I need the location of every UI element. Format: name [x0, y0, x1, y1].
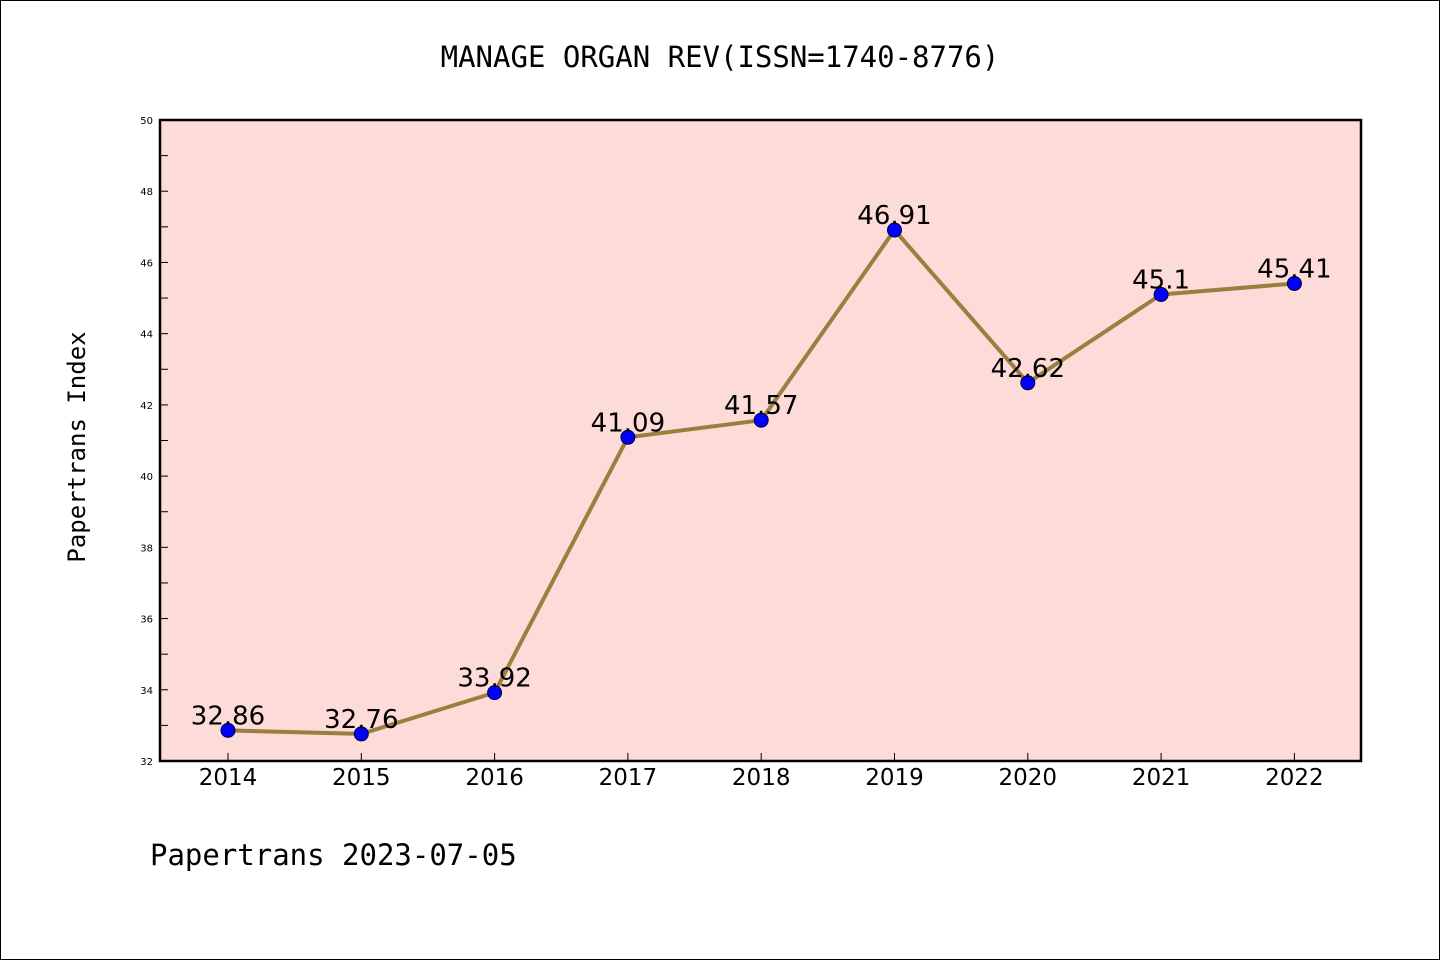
y-tick-label: 40: [140, 472, 153, 483]
data-point: [1020, 375, 1036, 391]
data-point: [887, 222, 902, 238]
x-tick-label: 2014: [199, 765, 258, 791]
x-tick-label: 2020: [999, 765, 1058, 791]
data-points: [220, 222, 1302, 742]
y-tick-label: 48: [140, 187, 153, 198]
x-tick-label: 2022: [1265, 765, 1324, 791]
data-point: [620, 429, 636, 445]
data-point: [753, 412, 769, 428]
x-tick-label: 2021: [1132, 765, 1191, 791]
plot-area: [160, 120, 1361, 761]
data-point: [1153, 286, 1169, 302]
y-tick-label: 34: [140, 686, 153, 697]
data-label: 32.76: [324, 705, 398, 735]
x-tick-label: 2016: [465, 765, 524, 791]
plot-border: [158, 118, 1363, 763]
y-tick-label: 38: [140, 543, 153, 554]
x-axis: 2014 2015 2016 2017 2018 2019 2020 2021 2022: [199, 753, 1324, 791]
x-tick-label: 2015: [332, 765, 391, 791]
data-label: 41.57: [724, 391, 798, 421]
y-axis: 32 34 36 38 40 42 44 46 48 50: [140, 116, 168, 768]
x-tick-label: 2019: [865, 765, 924, 791]
y-tick-label: 50: [140, 116, 153, 127]
data-label: 42.62: [991, 354, 1065, 384]
data-label: 45.1: [1132, 265, 1190, 295]
data-point: [487, 685, 503, 701]
y-tick-label: 36: [140, 615, 153, 626]
data-point: [220, 722, 236, 738]
y-tick-label: 44: [140, 330, 153, 341]
data-label: 32.86: [191, 701, 265, 731]
footer-text: Papertrans 2023-07-05: [150, 838, 517, 872]
data-label: 46.91: [857, 201, 931, 231]
y-tick-label: 42: [140, 401, 153, 412]
data-label: 41.09: [591, 408, 665, 438]
y-axis-label: Papertrans Index: [63, 331, 91, 562]
x-tick-label: 2017: [599, 765, 658, 791]
data-label: 45.41: [1257, 254, 1331, 284]
x-tick-label: 2018: [732, 765, 791, 791]
y-tick-label: 46: [140, 258, 153, 269]
data-point: [353, 726, 369, 742]
data-label: 33.92: [457, 664, 531, 694]
y-tick-label: 32: [140, 757, 153, 768]
data-point: [1286, 275, 1302, 291]
chart-title: MANAGE ORGAN REV(ISSN=1740-8776): [441, 40, 1000, 74]
data-labels: 32.86 32.76 33.92 41.09 41.57 46.91 42.62 45.1 4…: [191, 201, 1332, 735]
